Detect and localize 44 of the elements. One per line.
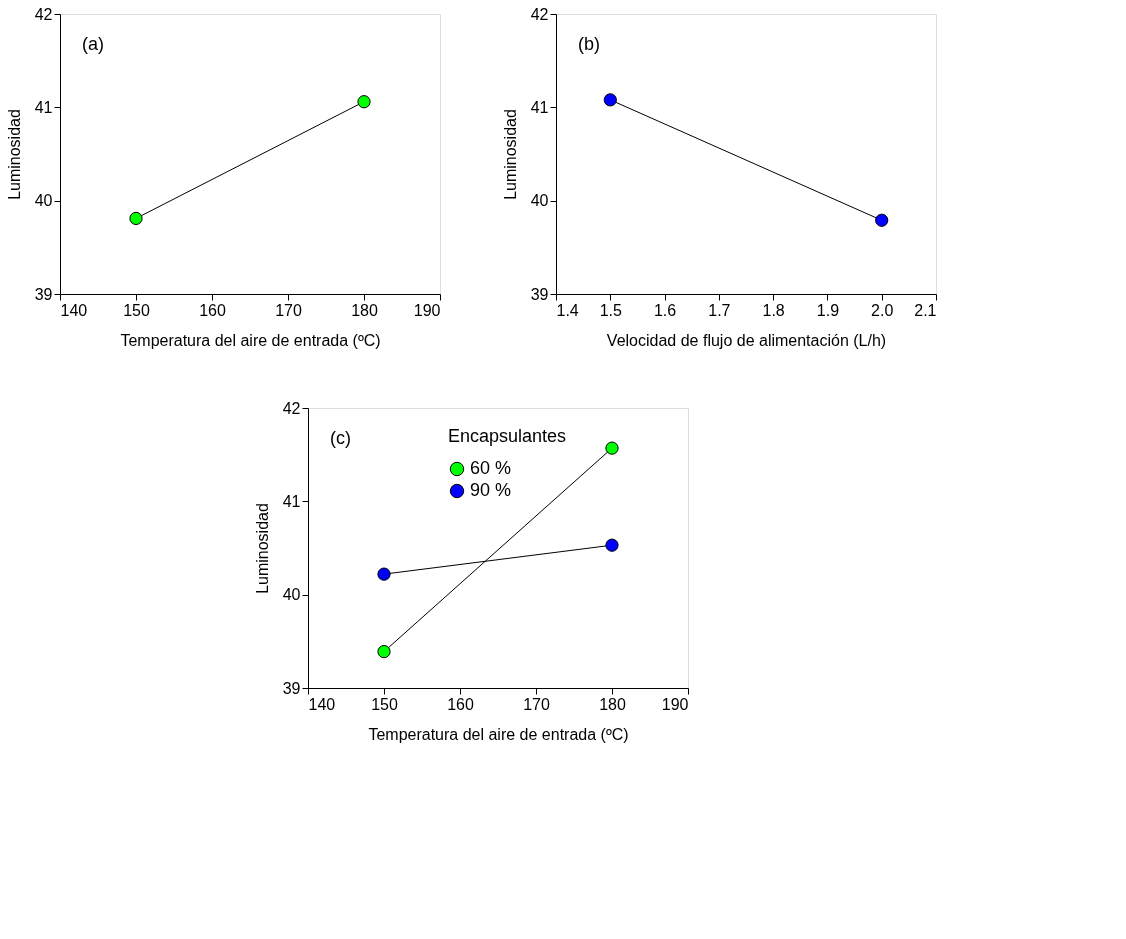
y-axis-title: Luminosidad — [501, 109, 519, 200]
y-tick-label: 41 — [282, 492, 301, 510]
x-tick-label: 1.8 — [762, 301, 785, 319]
y-tick-label: 42 — [530, 5, 549, 23]
y-tick-label: 42 — [34, 5, 53, 23]
x-tick-label: 190 — [661, 695, 689, 713]
annotation: (a) — [82, 34, 104, 54]
x-tick-label: 170 — [523, 695, 550, 713]
x-tick-label: 1.9 — [816, 301, 840, 319]
y-tick-label: 40 — [530, 192, 549, 210]
x-tick-label: 160 — [447, 695, 474, 713]
x-tick-label: 180 — [351, 301, 378, 319]
x-tick-label: 150 — [123, 301, 150, 319]
x-tick-label: 180 — [599, 695, 626, 713]
y-tick-label: 39 — [34, 285, 53, 303]
x-tick-label: 190 — [413, 301, 441, 319]
legend-label: 60 % — [470, 458, 512, 478]
x-axis-title: Temperatura del aire de entrada (ºC) — [368, 725, 629, 743]
y-tick-label: 42 — [282, 399, 301, 417]
y-axis-title: Luminosidad — [5, 109, 23, 200]
x-tick-label: 1.5 — [599, 301, 622, 319]
x-tick-label: 1.7 — [708, 301, 731, 319]
x-tick-label: 150 — [371, 695, 398, 713]
x-tick-label: 170 — [275, 301, 302, 319]
y-tick-label: 41 — [34, 98, 53, 116]
legend-label: 90 % — [470, 480, 512, 500]
x-tick-label: 2.0 — [871, 301, 894, 319]
y-tick-label: 39 — [530, 285, 549, 303]
annotation: (b) — [578, 34, 600, 54]
x-axis-title: Velocidad de flujo de alimentación (L/h) — [606, 331, 887, 349]
y-tick-label: 40 — [282, 586, 301, 604]
x-tick-label: 140 — [308, 695, 336, 713]
y-tick-label: 40 — [34, 192, 53, 210]
x-tick-label: 2.1 — [914, 301, 937, 319]
legend-title: Encapsulantes — [448, 426, 567, 446]
y-tick-label: 39 — [282, 679, 301, 697]
x-tick-label: 140 — [60, 301, 88, 319]
annotation: (c) — [330, 428, 351, 448]
x-tick-label: 160 — [199, 301, 226, 319]
x-tick-label: 1.4 — [556, 301, 579, 319]
x-axis-title: Temperatura del aire de entrada (ºC) — [120, 331, 381, 349]
y-axis-title: Luminosidad — [253, 503, 271, 594]
y-tick-label: 41 — [530, 98, 549, 116]
x-tick-label: 1.6 — [653, 301, 677, 319]
